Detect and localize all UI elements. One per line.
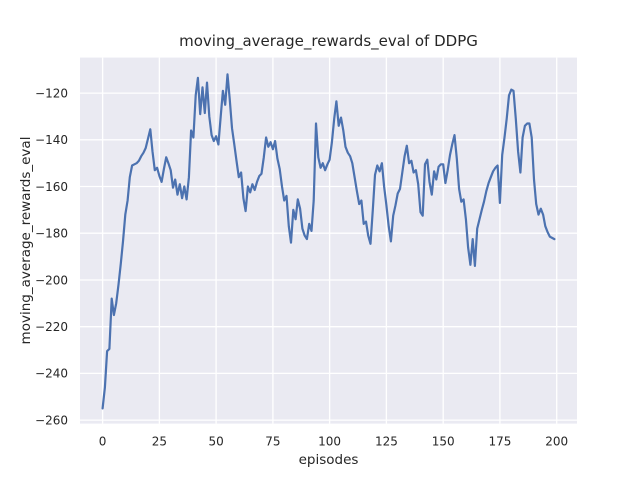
y-tick-label--160: −160 — [35, 180, 68, 194]
y-tick-label--120: −120 — [35, 86, 68, 100]
reward-line — [101, 73, 556, 410]
y-tick-label--140: −140 — [35, 133, 68, 147]
x-tick-label-100: 100 — [318, 435, 341, 449]
x-tick-label-25: 25 — [152, 435, 167, 449]
y-tick-label--180: −180 — [35, 227, 68, 241]
x-tick-label-0: 0 — [99, 435, 107, 449]
x-tick-label-175: 175 — [488, 435, 511, 449]
plot-area — [80, 57, 577, 424]
y-tick-label--240: −240 — [35, 367, 68, 381]
y-tick-label--260: −260 — [35, 413, 68, 427]
x-tick-label-200: 200 — [545, 435, 568, 449]
y-axis-label: moving_average_rewards_eval — [18, 137, 34, 345]
x-tick-label-150: 150 — [432, 435, 455, 449]
y-tick-labels: −120 −140 −160 −180 −200 −220 −240 −260 — [35, 86, 68, 427]
chart-title: moving_average_rewards_eval of DDPG — [179, 32, 478, 51]
x-tick-label-50: 50 — [208, 435, 223, 449]
y-tick-label--220: −220 — [35, 320, 68, 334]
x-tick-label-75: 75 — [265, 435, 280, 449]
x-axis-label: episodes — [299, 452, 359, 468]
gridlines — [80, 57, 577, 424]
y-tick-label--200: −200 — [35, 273, 68, 287]
x-tick-label-125: 125 — [375, 435, 398, 449]
x-tick-labels: 0 25 50 75 100 125 150 175 200 — [99, 435, 568, 449]
